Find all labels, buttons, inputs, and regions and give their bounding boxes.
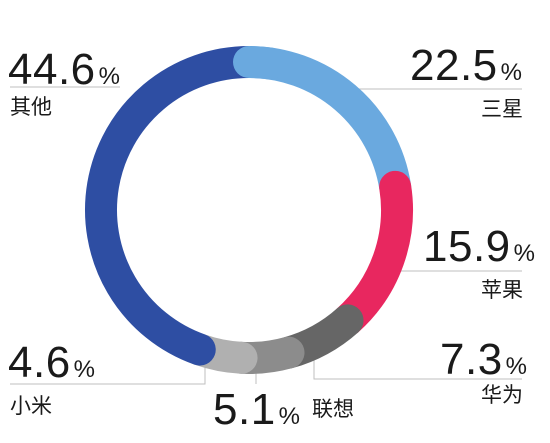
percent-value: 4.6	[8, 338, 71, 387]
percent-value: 7.3	[440, 335, 503, 384]
percent-sign: %	[500, 59, 522, 86]
slice-6	[85, 46, 265, 366]
slice-value-label: 5.1%	[213, 388, 300, 432]
slice-1-start-cap	[233, 46, 286, 80]
slice-2	[331, 170, 413, 337]
slice-category-label: 小米	[10, 395, 52, 418]
slice-value-label: 4.6%	[8, 341, 95, 385]
percent-sign: %	[505, 353, 528, 380]
slice-value-label: 15.9%	[423, 225, 535, 269]
percent-sign: %	[513, 240, 535, 267]
slice-category-label: 三星	[481, 98, 523, 121]
slice-1	[233, 46, 412, 203]
slice-value-label: 7.3%	[440, 338, 527, 382]
slice-value-label: 44.6%	[8, 48, 120, 92]
slice-category-label: 联想	[312, 398, 354, 421]
percent-sign: %	[98, 63, 120, 90]
percent-sign: %	[73, 356, 96, 383]
slice-category-label: 其他	[10, 96, 52, 119]
donut-ring	[85, 46, 413, 374]
percent-sign: %	[278, 403, 301, 430]
percent-value: 44.6	[8, 45, 96, 94]
percent-value: 15.9	[423, 222, 511, 271]
percent-value: 22.5	[410, 41, 498, 90]
slice-category-label: 华为	[481, 384, 523, 407]
percent-value: 5.1	[213, 385, 276, 434]
slice-category-label: 苹果	[481, 279, 523, 302]
slice-value-label: 22.5%	[410, 44, 522, 88]
